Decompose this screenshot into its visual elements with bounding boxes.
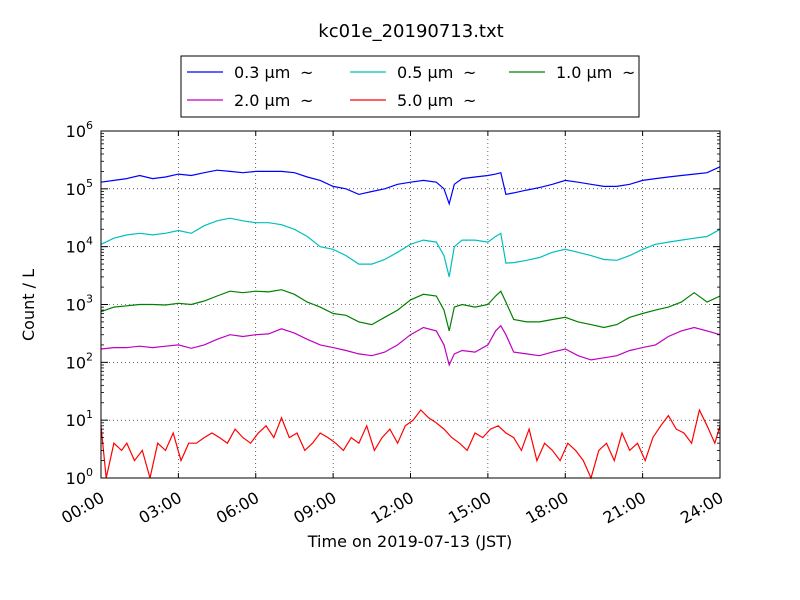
series-line-3 (100, 324, 721, 367)
legend-box (180, 55, 640, 118)
legend-suffix-2: ~ (622, 63, 635, 82)
y-axis-label: Count / L (19, 269, 38, 341)
x-tick-label: 18:00 (522, 488, 571, 528)
x-tick-label: 00:00 (58, 488, 107, 528)
series-line-0 (100, 166, 721, 206)
legend-label-1: 0.5 μm (397, 63, 453, 82)
y-tick-base: 10 (66, 122, 86, 141)
y-tick-base: 10 (66, 238, 86, 257)
y-tick-exponent: 2 (86, 350, 93, 363)
legend-suffix-3: ~ (300, 91, 313, 110)
y-tick-label: 104 (66, 235, 93, 257)
chart-title: kc01e_20190713.txt (318, 21, 503, 42)
y-tick-label: 101 (66, 408, 93, 430)
x-tick-label: 03:00 (135, 488, 184, 528)
y-tick-label: 103 (66, 293, 93, 315)
axes: 00:00 03:00 06:00 09:00 12:00 15:00 18:00 21:00… (58, 119, 726, 527)
legend-label-0: 0.3 μm (234, 63, 290, 82)
y-tick-exponent: 1 (86, 408, 93, 421)
legend-suffix-0: ~ (300, 63, 313, 82)
legend-label-2: 1.0 μm (556, 63, 612, 82)
legend-label-4: 5.0 μm (397, 91, 453, 110)
x-tick-label: 06:00 (213, 488, 262, 528)
grid-lines (101, 131, 720, 478)
series-line-4 (100, 408, 721, 480)
y-tick-base: 10 (66, 469, 86, 488)
x-tick-label: 21:00 (600, 488, 649, 528)
series-line-2 (100, 289, 721, 332)
y-tick-exponent: 4 (86, 235, 93, 248)
x-tick-label: 12:00 (368, 488, 417, 528)
y-tick-exponent: 6 (86, 119, 93, 132)
legend: 0.3 μm ~0.5 μm ~1.0 μm ~2.0 μm ~5.0 μm ~ (180, 55, 640, 118)
legend-suffix-1: ~ (463, 63, 476, 82)
y-tick-exponent: 3 (86, 293, 93, 306)
y-tick-label: 100 (66, 466, 93, 488)
series-line-1 (100, 217, 721, 278)
y-tick-exponent: 5 (86, 177, 93, 190)
y-tick-label: 102 (66, 350, 93, 372)
x-tick-label: 09:00 (290, 488, 339, 528)
x-axis-label: Time on 2019-07-13 (JST) (307, 532, 512, 551)
plot-series (100, 166, 721, 480)
x-tick-label: 15:00 (445, 488, 494, 528)
y-tick-label: 105 (66, 177, 93, 199)
y-tick-base: 10 (66, 411, 86, 430)
x-tick-label: 24:00 (677, 488, 726, 528)
y-tick-base: 10 (66, 296, 86, 315)
y-tick-base: 10 (66, 353, 86, 372)
legend-label-3: 2.0 μm (234, 91, 290, 110)
legend-suffix-4: ~ (463, 91, 476, 110)
y-tick-label: 106 (66, 119, 93, 141)
y-tick-exponent: 0 (86, 466, 93, 479)
y-tick-base: 10 (66, 180, 86, 199)
